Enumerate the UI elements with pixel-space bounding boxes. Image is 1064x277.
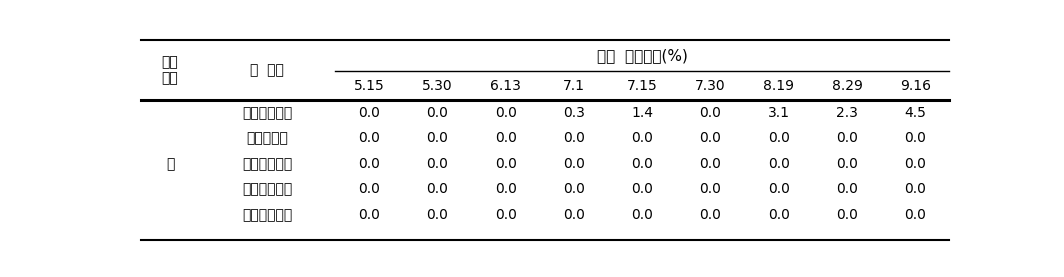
Text: 0.0: 0.0: [495, 131, 517, 145]
Text: 0.0: 0.0: [563, 183, 585, 196]
Text: 0.0: 0.0: [699, 131, 721, 145]
Text: 0.0: 0.0: [427, 131, 448, 145]
Text: 붉은별무늬병: 붉은별무늬병: [242, 183, 293, 196]
Text: 8.19: 8.19: [763, 79, 794, 93]
Text: 0.0: 0.0: [631, 208, 653, 222]
Text: 0.0: 0.0: [427, 183, 448, 196]
Text: 3.1: 3.1: [768, 106, 789, 120]
Text: 병  종류: 병 종류: [250, 63, 284, 77]
Text: 0.0: 0.0: [359, 208, 380, 222]
Text: 0.0: 0.0: [836, 157, 858, 171]
Text: 잎: 잎: [166, 157, 174, 171]
Text: 6.13: 6.13: [491, 79, 521, 93]
Text: 9.16: 9.16: [900, 79, 931, 93]
Text: 0.0: 0.0: [427, 106, 448, 120]
Text: 0.0: 0.0: [904, 208, 926, 222]
Text: 0.0: 0.0: [699, 106, 721, 120]
Text: 1.4: 1.4: [631, 106, 653, 120]
Text: 0.0: 0.0: [359, 106, 380, 120]
Text: 0.0: 0.0: [495, 208, 517, 222]
Text: 잿빛곰팡이병: 잿빛곰팡이병: [242, 157, 293, 171]
Text: 5.15: 5.15: [354, 79, 384, 93]
Text: 평균  피해엽율(%): 평균 피해엽율(%): [597, 48, 687, 63]
Text: 점무늬낙엽병: 점무늬낙엽병: [242, 106, 293, 120]
Text: 0.0: 0.0: [768, 157, 789, 171]
Text: 0.0: 0.0: [495, 183, 517, 196]
Text: 0.0: 0.0: [563, 208, 585, 222]
Text: 0.0: 0.0: [495, 157, 517, 171]
Text: 0.0: 0.0: [768, 208, 789, 222]
Text: 0.0: 0.0: [768, 183, 789, 196]
Text: 0.0: 0.0: [699, 208, 721, 222]
Text: 검은별무늬병: 검은별무늬병: [242, 208, 293, 222]
Text: 0.0: 0.0: [563, 157, 585, 171]
Text: 0.0: 0.0: [631, 183, 653, 196]
Text: 0.0: 0.0: [359, 131, 380, 145]
Text: 4.5: 4.5: [904, 106, 926, 120]
Text: 7.30: 7.30: [695, 79, 726, 93]
Text: 5.30: 5.30: [422, 79, 452, 93]
Text: 0.0: 0.0: [699, 183, 721, 196]
Text: 0.0: 0.0: [563, 131, 585, 145]
Text: 0.0: 0.0: [836, 131, 858, 145]
Text: 0.0: 0.0: [904, 183, 926, 196]
Text: 0.0: 0.0: [836, 208, 858, 222]
Text: 7.1: 7.1: [563, 79, 585, 93]
Text: 0.0: 0.0: [836, 183, 858, 196]
Text: 2.3: 2.3: [836, 106, 858, 120]
Text: 7.15: 7.15: [627, 79, 658, 93]
Text: 0.0: 0.0: [631, 157, 653, 171]
Text: 0.0: 0.0: [904, 131, 926, 145]
Text: 0.0: 0.0: [699, 157, 721, 171]
Text: 0.0: 0.0: [631, 131, 653, 145]
Text: 갈색무늬병: 갈색무늬병: [246, 131, 288, 145]
Text: 0.0: 0.0: [359, 157, 380, 171]
Text: 0.0: 0.0: [427, 208, 448, 222]
Text: 0.0: 0.0: [495, 106, 517, 120]
Text: 발병
부위: 발병 부위: [162, 55, 179, 85]
Text: 0.0: 0.0: [359, 183, 380, 196]
Text: 0.0: 0.0: [768, 131, 789, 145]
Text: 8.29: 8.29: [832, 79, 863, 93]
Text: 0.0: 0.0: [427, 157, 448, 171]
Text: 0.0: 0.0: [904, 157, 926, 171]
Text: 0.3: 0.3: [563, 106, 585, 120]
